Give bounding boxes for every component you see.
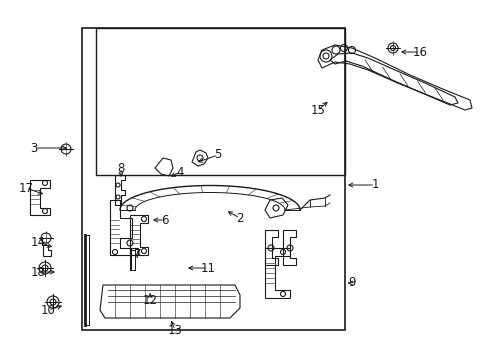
Text: 9: 9 <box>347 276 355 289</box>
Text: 8: 8 <box>117 162 124 175</box>
Text: 10: 10 <box>41 303 55 316</box>
Text: 6: 6 <box>161 213 168 226</box>
Text: 11: 11 <box>200 261 215 274</box>
Text: 7: 7 <box>134 248 142 261</box>
Text: 14: 14 <box>30 235 45 248</box>
Bar <box>96 28 345 175</box>
Text: 1: 1 <box>370 179 378 192</box>
Text: 3: 3 <box>30 141 38 154</box>
Text: 5: 5 <box>214 148 221 162</box>
Text: 12: 12 <box>142 293 157 306</box>
Text: 2: 2 <box>236 211 243 225</box>
Text: 16: 16 <box>412 45 427 58</box>
Text: 18: 18 <box>30 266 45 279</box>
Text: 17: 17 <box>19 181 34 194</box>
Text: 15: 15 <box>310 104 325 117</box>
Bar <box>82 28 345 330</box>
Text: 13: 13 <box>167 324 182 337</box>
Text: 4: 4 <box>176 166 183 179</box>
